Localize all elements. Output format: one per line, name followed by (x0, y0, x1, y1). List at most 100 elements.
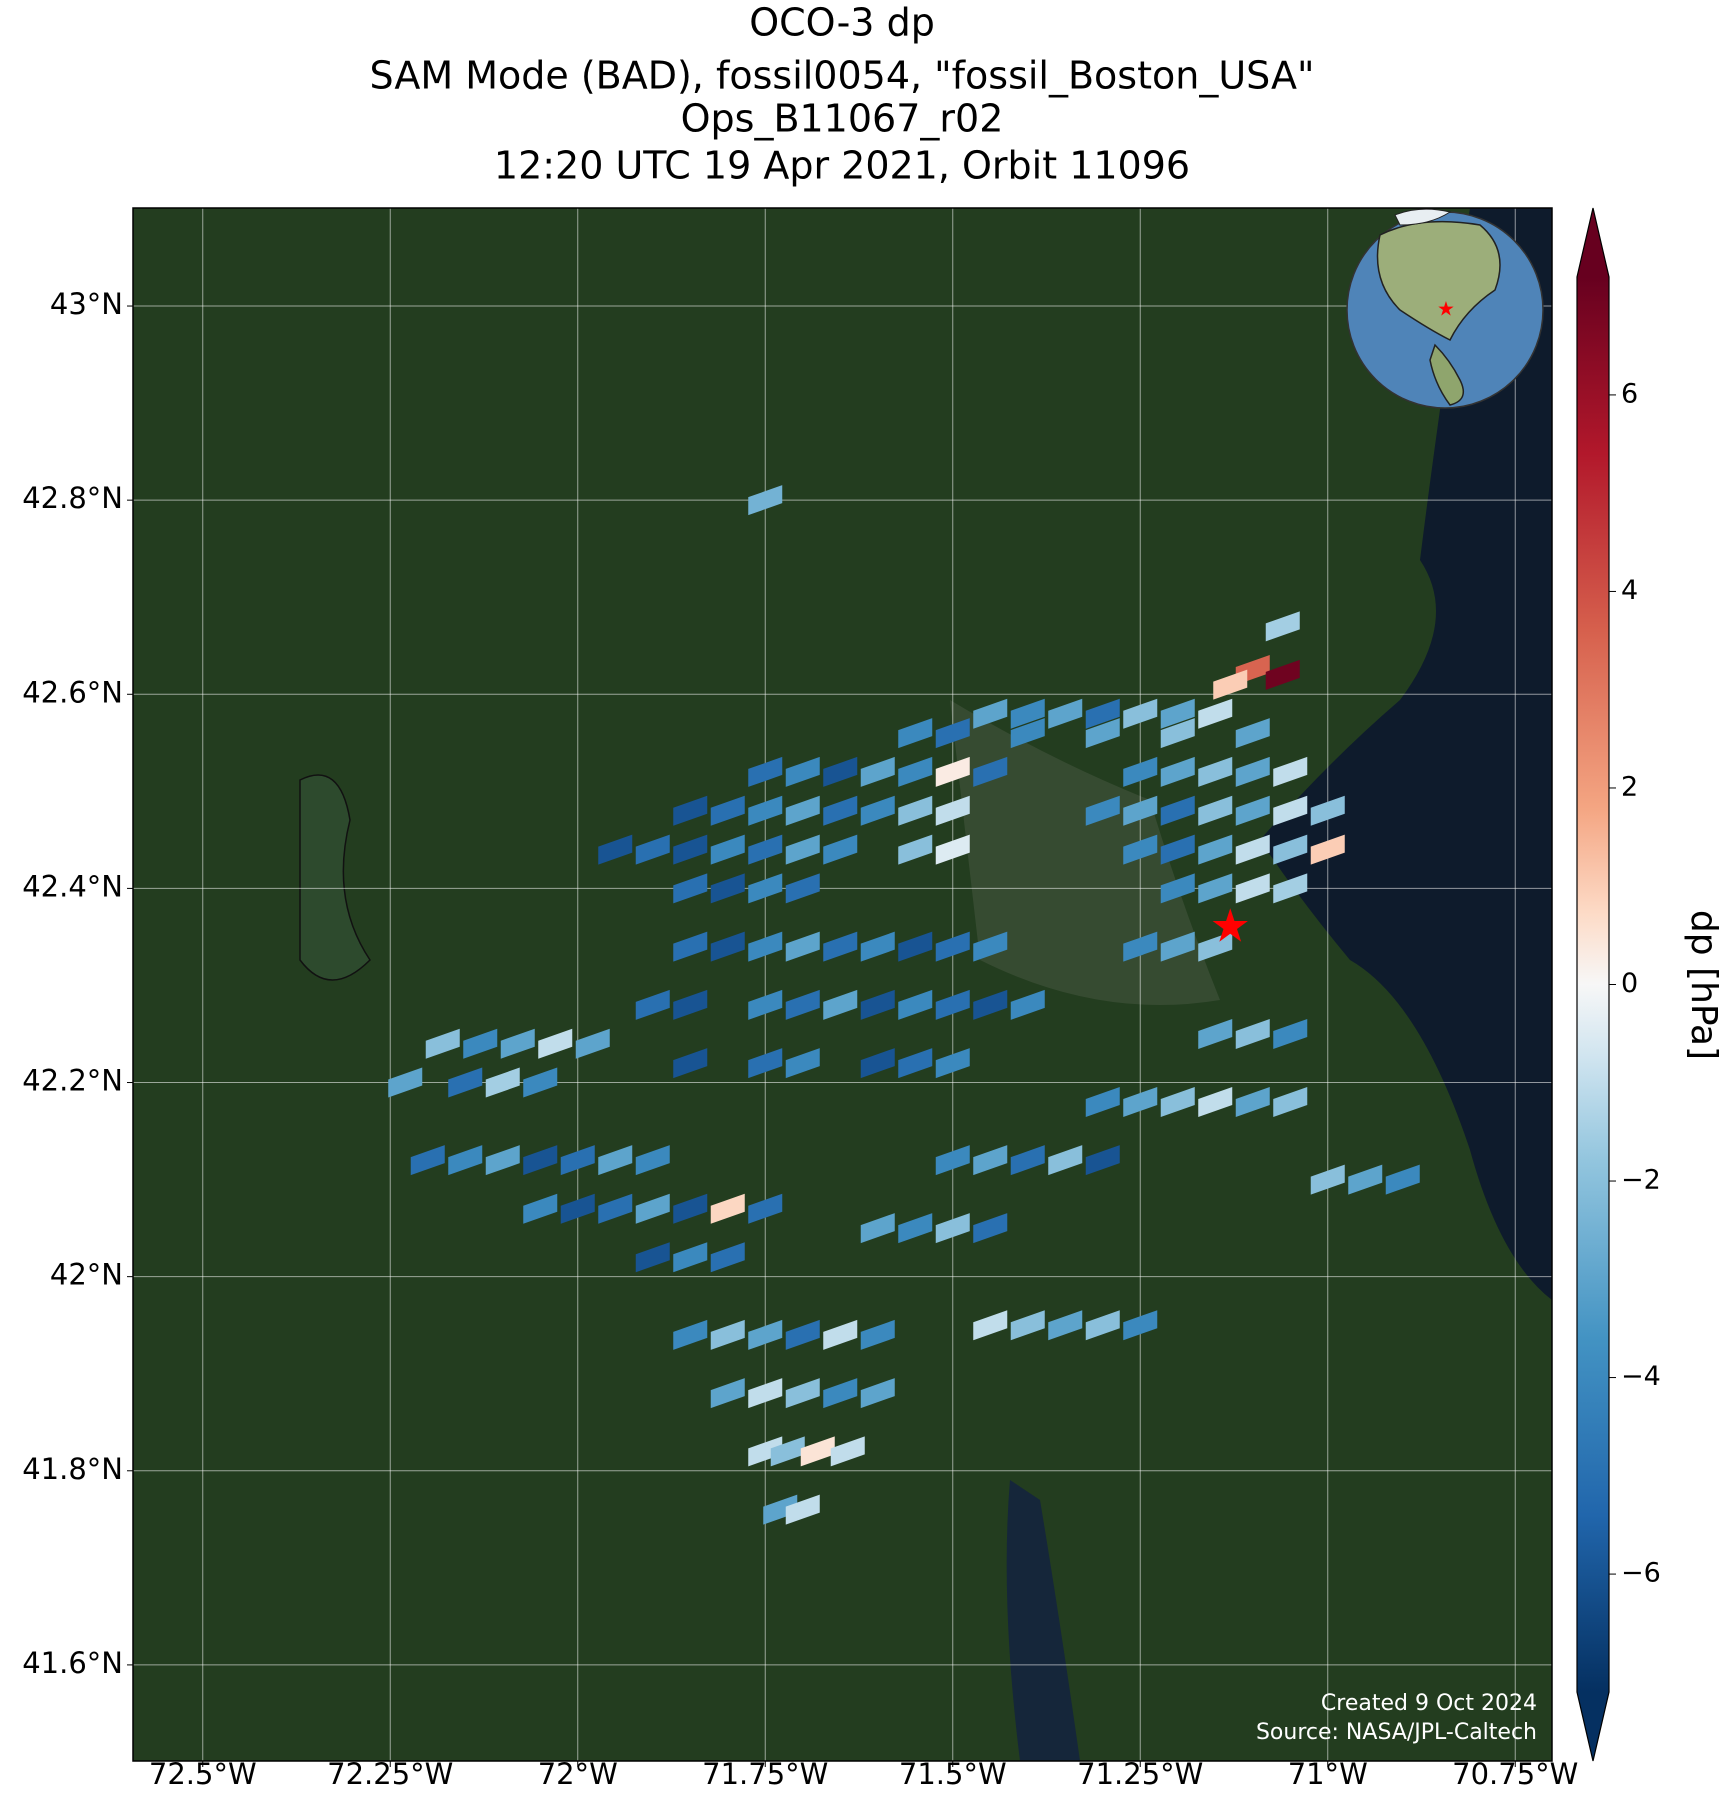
sounding (635, 1242, 670, 1273)
sounding (763, 1494, 798, 1525)
sounding (1160, 718, 1195, 749)
sounding (800, 1436, 835, 1467)
sounding (463, 1028, 498, 1059)
colorbar-label: dp [hPa] (1683, 910, 1724, 1060)
title-line: OCO-3 dp (749, 1, 935, 45)
sounding (1348, 1164, 1383, 1195)
sounding (1160, 931, 1195, 962)
sounding (785, 834, 820, 865)
sounding (935, 931, 970, 962)
sounding (710, 873, 745, 904)
sounding (973, 931, 1008, 962)
sounding (823, 1378, 858, 1409)
y-tick-label: 42.6°N (22, 675, 123, 709)
sounding (935, 718, 970, 749)
sounding (388, 1067, 423, 1098)
sounding (823, 1319, 858, 1350)
colorbar-tick-label: 4 (1621, 575, 1638, 606)
x-tick-label: 70.75°W (1452, 1757, 1578, 1791)
sounding (898, 834, 933, 865)
sounding (1160, 1086, 1195, 1117)
sounding (1198, 795, 1233, 826)
sounding (973, 1310, 1008, 1341)
sounding (935, 989, 970, 1020)
sounding (973, 989, 1008, 1020)
colorbar (1576, 207, 1616, 1762)
sounding (1273, 1019, 1308, 1050)
sounding (1123, 795, 1158, 826)
sounding (823, 834, 858, 865)
sounding (785, 1378, 820, 1409)
sounding (898, 718, 933, 749)
map-frame (132, 207, 1553, 1762)
y-tick-label: 42.4°N (22, 869, 123, 903)
sounding (973, 756, 1008, 787)
sounding (785, 989, 820, 1020)
sounding (935, 1213, 970, 1244)
sounding (1160, 873, 1195, 904)
sounding (1198, 931, 1233, 962)
sounding (1123, 1310, 1158, 1341)
sounding (860, 1378, 895, 1409)
globe-star: ★ (1437, 297, 1455, 321)
sounding (785, 795, 820, 826)
sounding (898, 931, 933, 962)
sounding (1273, 834, 1308, 865)
sounding (710, 795, 745, 826)
sounding (598, 1193, 633, 1224)
sounding (673, 795, 708, 826)
sounding (1010, 1145, 1045, 1176)
sounding (1310, 795, 1345, 826)
sounding (785, 1319, 820, 1350)
sounding (860, 931, 895, 962)
sounding (560, 1145, 595, 1176)
sounding (785, 1494, 820, 1525)
sounding (935, 1145, 970, 1176)
y-tick-label: 41.8°N (22, 1452, 123, 1486)
sounding (898, 756, 933, 787)
colorbar-tick-label: −2 (1621, 1165, 1661, 1196)
x-tick-label: 72.25°W (327, 1757, 453, 1791)
sounding (748, 485, 783, 516)
sounding (973, 1145, 1008, 1176)
sounding (673, 834, 708, 865)
sounding (860, 795, 895, 826)
x-tick-label: 71.75°W (702, 1757, 828, 1791)
sounding (748, 873, 783, 904)
sounding (1273, 795, 1308, 826)
sounding (823, 795, 858, 826)
sounding (785, 873, 820, 904)
sounding (1048, 1145, 1083, 1176)
sounding (710, 1319, 745, 1350)
sounding (748, 1436, 783, 1467)
x-tick-label: 72.5°W (149, 1757, 257, 1791)
sounding (1123, 834, 1158, 865)
colorbar-extend-min (1577, 1692, 1609, 1761)
sounding (935, 756, 970, 787)
sounding (898, 1048, 933, 1079)
title-line: 12:20 UTC 19 Apr 2021, Orbit 11096 (494, 144, 1190, 188)
sounding (785, 1048, 820, 1079)
sounding (1235, 873, 1270, 904)
sounding (748, 1048, 783, 1079)
sounding (673, 1048, 708, 1079)
sounding (1198, 873, 1233, 904)
sounding (1085, 1145, 1120, 1176)
sounding (860, 756, 895, 787)
sounding (823, 989, 858, 1020)
sounding (1235, 1086, 1270, 1117)
sounding (425, 1028, 460, 1059)
sounding (1198, 698, 1233, 729)
title-line: SAM Mode (BAD), fossil0054, "fossil_Bost… (370, 54, 1315, 98)
sounding (635, 1193, 670, 1224)
sounding (748, 756, 783, 787)
sounding (710, 1193, 745, 1224)
colorbar-tick-label: 6 (1621, 378, 1638, 409)
sounding (1123, 1086, 1158, 1117)
map-background (133, 208, 1552, 1761)
sounding (1235, 718, 1270, 749)
sounding (538, 1028, 573, 1059)
sounding (748, 834, 783, 865)
